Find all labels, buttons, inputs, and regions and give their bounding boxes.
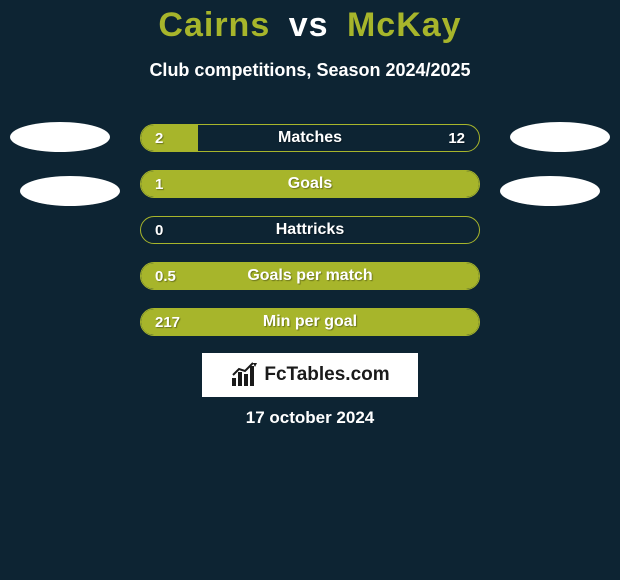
- stat-row: 0.5Goals per match: [140, 262, 480, 290]
- stat-label: Hattricks: [141, 217, 479, 243]
- date-label: 17 october 2024: [0, 408, 620, 428]
- site-logo: FcTables.com: [202, 353, 418, 397]
- stat-bar: 217Min per goal: [140, 308, 480, 336]
- stat-left-value: 1: [155, 171, 163, 197]
- photo-placeholder-ellipse: [20, 176, 120, 206]
- stat-bar: 212Matches: [140, 124, 480, 152]
- stat-bar-fill: [141, 263, 479, 289]
- subtitle: Club competitions, Season 2024/2025: [0, 60, 620, 81]
- photo-placeholder-ellipse: [510, 122, 610, 152]
- stat-row: 1Goals: [140, 170, 480, 198]
- stat-right-value: 12: [448, 125, 465, 151]
- stat-left-value: 2: [155, 125, 163, 151]
- photo-placeholder-ellipse: [10, 122, 110, 152]
- page-title: Cairns vs McKay: [0, 6, 620, 45]
- stat-row: 212Matches: [140, 124, 480, 152]
- stat-left-value: 0: [155, 217, 163, 243]
- photo-placeholder-ellipse: [500, 176, 600, 206]
- stat-bar-fill: [141, 309, 479, 335]
- stat-left-value: 217: [155, 309, 180, 335]
- stat-bar-fill: [141, 125, 198, 151]
- logo-text: FcTables.com: [264, 364, 389, 386]
- stat-bar: 1Goals: [140, 170, 480, 198]
- logo-inner: FcTables.com: [230, 362, 389, 388]
- barchart-icon: [230, 362, 260, 388]
- infographic-root: Cairns vs McKay Club competitions, Seaso…: [0, 0, 620, 580]
- vs-label: vs: [289, 6, 329, 44]
- player2-name: McKay: [347, 6, 462, 44]
- stat-row: 0Hattricks: [140, 216, 480, 244]
- stat-row: 217Min per goal: [140, 308, 480, 336]
- stat-bar-fill: [141, 171, 479, 197]
- stat-bar: 0Hattricks: [140, 216, 480, 244]
- stat-bar: 0.5Goals per match: [140, 262, 480, 290]
- player1-name: Cairns: [158, 6, 270, 44]
- stat-left-value: 0.5: [155, 263, 176, 289]
